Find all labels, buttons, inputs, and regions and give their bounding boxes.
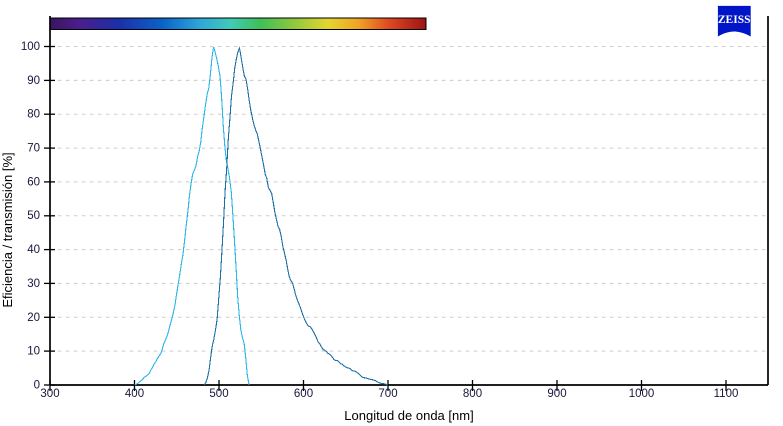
svg-text:1000: 1000 bbox=[629, 388, 655, 400]
svg-text:800: 800 bbox=[463, 388, 482, 400]
svg-text:100: 100 bbox=[21, 41, 40, 53]
svg-text:40: 40 bbox=[27, 244, 40, 256]
svg-text:900: 900 bbox=[547, 388, 566, 400]
svg-text:50: 50 bbox=[27, 210, 40, 222]
svg-text:500: 500 bbox=[209, 388, 228, 400]
svg-text:ZEISS: ZEISS bbox=[718, 14, 751, 26]
svg-text:300: 300 bbox=[40, 388, 59, 400]
svg-text:600: 600 bbox=[294, 388, 313, 400]
svg-text:90: 90 bbox=[27, 75, 40, 87]
svg-text:60: 60 bbox=[27, 176, 40, 188]
svg-text:700: 700 bbox=[378, 388, 397, 400]
svg-text:20: 20 bbox=[27, 312, 40, 324]
svg-text:10: 10 bbox=[27, 346, 40, 358]
svg-text:Longitud de onda [nm]: Longitud de onda [nm] bbox=[344, 408, 473, 423]
svg-text:1100: 1100 bbox=[714, 388, 739, 400]
svg-text:400: 400 bbox=[125, 388, 144, 400]
svg-text:Eficiencia / transmisión [%]: Eficiencia / transmisión [%] bbox=[0, 152, 15, 307]
svg-text:30: 30 bbox=[27, 278, 40, 290]
svg-text:0: 0 bbox=[34, 380, 40, 392]
svg-text:70: 70 bbox=[27, 143, 40, 155]
svg-text:80: 80 bbox=[27, 109, 40, 121]
